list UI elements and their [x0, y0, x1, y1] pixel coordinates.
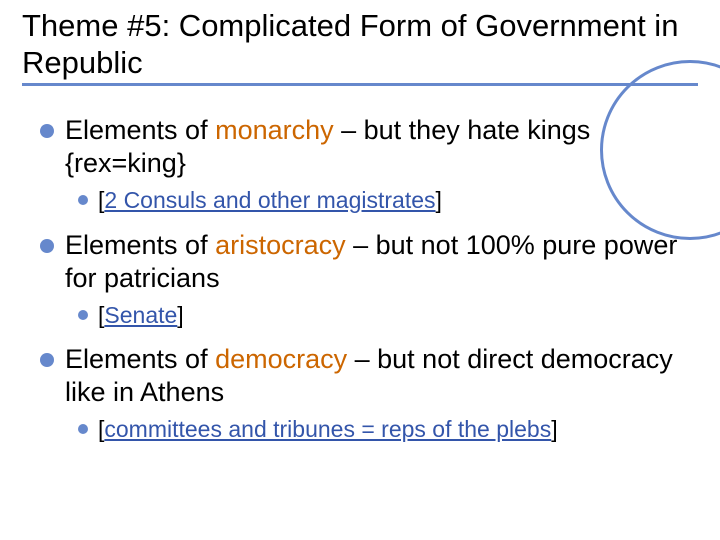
bracket: ] — [177, 302, 183, 328]
list-item: Elements of democracy – but not direct d… — [40, 343, 698, 409]
sub-list-item: [2 Consuls and other magistrates] — [78, 186, 698, 215]
sub-list-item-text: [2 Consuls and other magistrates] — [98, 186, 698, 215]
sub-list-item-text: [committees and tribunes = reps of the p… — [98, 415, 698, 444]
highlight-term: democracy — [215, 344, 347, 374]
bullet-icon — [78, 310, 88, 320]
list-item-text: Elements of aristocracy – but not 100% p… — [65, 229, 698, 295]
slide: Theme #5: Complicated Form of Government… — [0, 0, 720, 540]
slide-title: Theme #5: Complicated Form of Government… — [22, 8, 698, 86]
highlight-term: monarchy — [215, 115, 334, 145]
bullet-icon — [78, 195, 88, 205]
text-segment: Elements of — [65, 344, 215, 374]
bracket: ] — [436, 187, 442, 213]
list-item-text: Elements of democracy – but not direct d… — [65, 343, 698, 409]
link-text: committees and tribunes = reps of the pl… — [104, 416, 551, 442]
sub-list-item: [Senate] — [78, 301, 698, 330]
link-text: 2 Consuls and other magistrates — [104, 187, 435, 213]
bullet-icon — [40, 124, 54, 138]
sub-list-item: [committees and tribunes = reps of the p… — [78, 415, 698, 444]
bullet-icon — [78, 424, 88, 434]
list-item: Elements of aristocracy – but not 100% p… — [40, 229, 698, 295]
content-area: Elements of monarchy – but they hate kin… — [22, 92, 698, 444]
text-segment: Elements of — [65, 230, 215, 260]
text-segment: Elements of — [65, 115, 215, 145]
bracket: ] — [551, 416, 557, 442]
sub-list-item-text: [Senate] — [98, 301, 698, 330]
bullet-icon — [40, 239, 54, 253]
bullet-icon — [40, 353, 54, 367]
highlight-term: aristocracy — [215, 230, 346, 260]
link-text: Senate — [104, 302, 177, 328]
